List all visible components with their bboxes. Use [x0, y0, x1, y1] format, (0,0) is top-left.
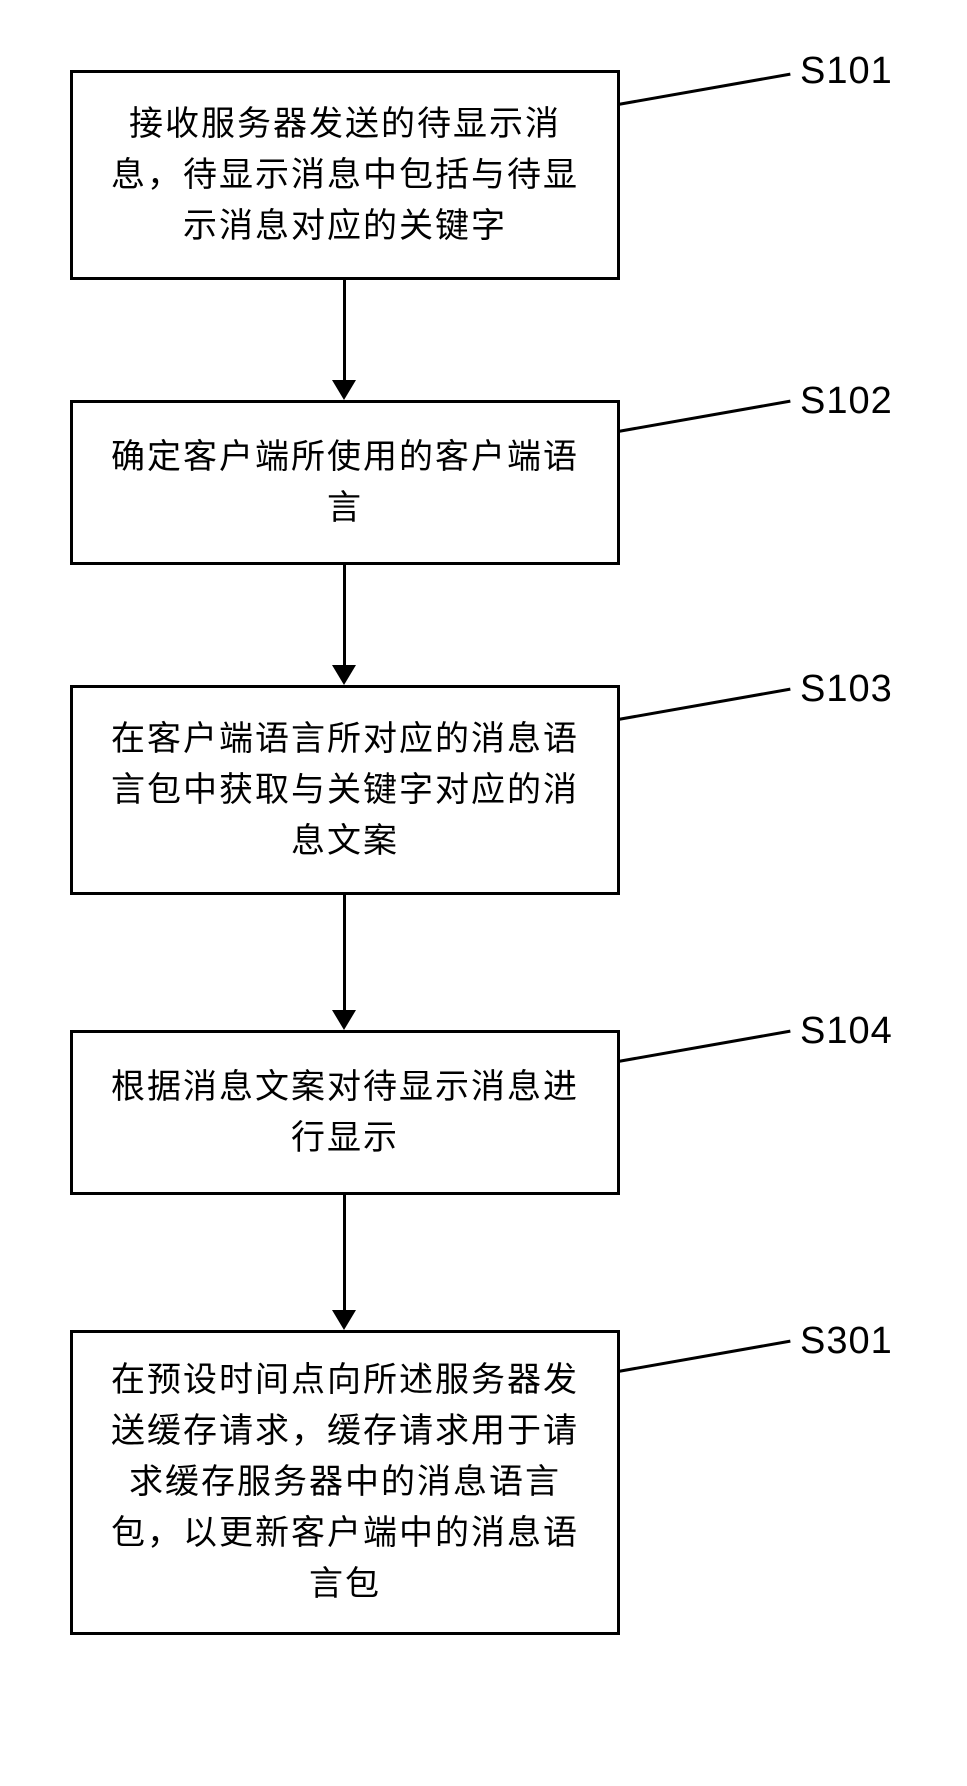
node-text: 接收服务器发送的待显示消息，待显示消息中包括与待显示消息对应的关键字: [103, 99, 587, 252]
arrow-connector: [343, 280, 346, 380]
node-text: 确定客户端所使用的客户端语言: [103, 432, 587, 534]
flowchart-node-s102: 确定客户端所使用的客户端语言: [70, 400, 620, 565]
step-label-s103: S103: [800, 668, 893, 711]
node-text: 在预设时间点向所述服务器发送缓存请求，缓存请求用于请求缓存服务器中的消息语言包，…: [103, 1355, 587, 1610]
arrow-connector: [343, 895, 346, 1010]
step-label-s104: S104: [800, 1010, 893, 1053]
node-text: 在客户端语言所对应的消息语言包中获取与关键字对应的消息文案: [103, 714, 587, 867]
flowchart-node-s301: 在预设时间点向所述服务器发送缓存请求，缓存请求用于请求缓存服务器中的消息语言包，…: [70, 1330, 620, 1635]
step-label-s101: S101: [800, 50, 893, 93]
label-connector: [618, 73, 791, 106]
label-connector: [618, 1340, 791, 1373]
arrow-connector: [343, 1195, 346, 1310]
label-connector: [618, 1030, 791, 1063]
node-text: 根据消息文案对待显示消息进行显示: [103, 1062, 587, 1164]
flowchart-node-s104: 根据消息文案对待显示消息进行显示: [70, 1030, 620, 1195]
step-label-s102: S102: [800, 380, 893, 423]
arrow-connector: [343, 565, 346, 665]
step-label-s301: S301: [800, 1320, 893, 1363]
label-connector: [618, 400, 791, 433]
flowchart-node-s101: 接收服务器发送的待显示消息，待显示消息中包括与待显示消息对应的关键字: [70, 70, 620, 280]
flowchart-node-s103: 在客户端语言所对应的消息语言包中获取与关键字对应的消息文案: [70, 685, 620, 895]
label-connector: [618, 688, 791, 721]
